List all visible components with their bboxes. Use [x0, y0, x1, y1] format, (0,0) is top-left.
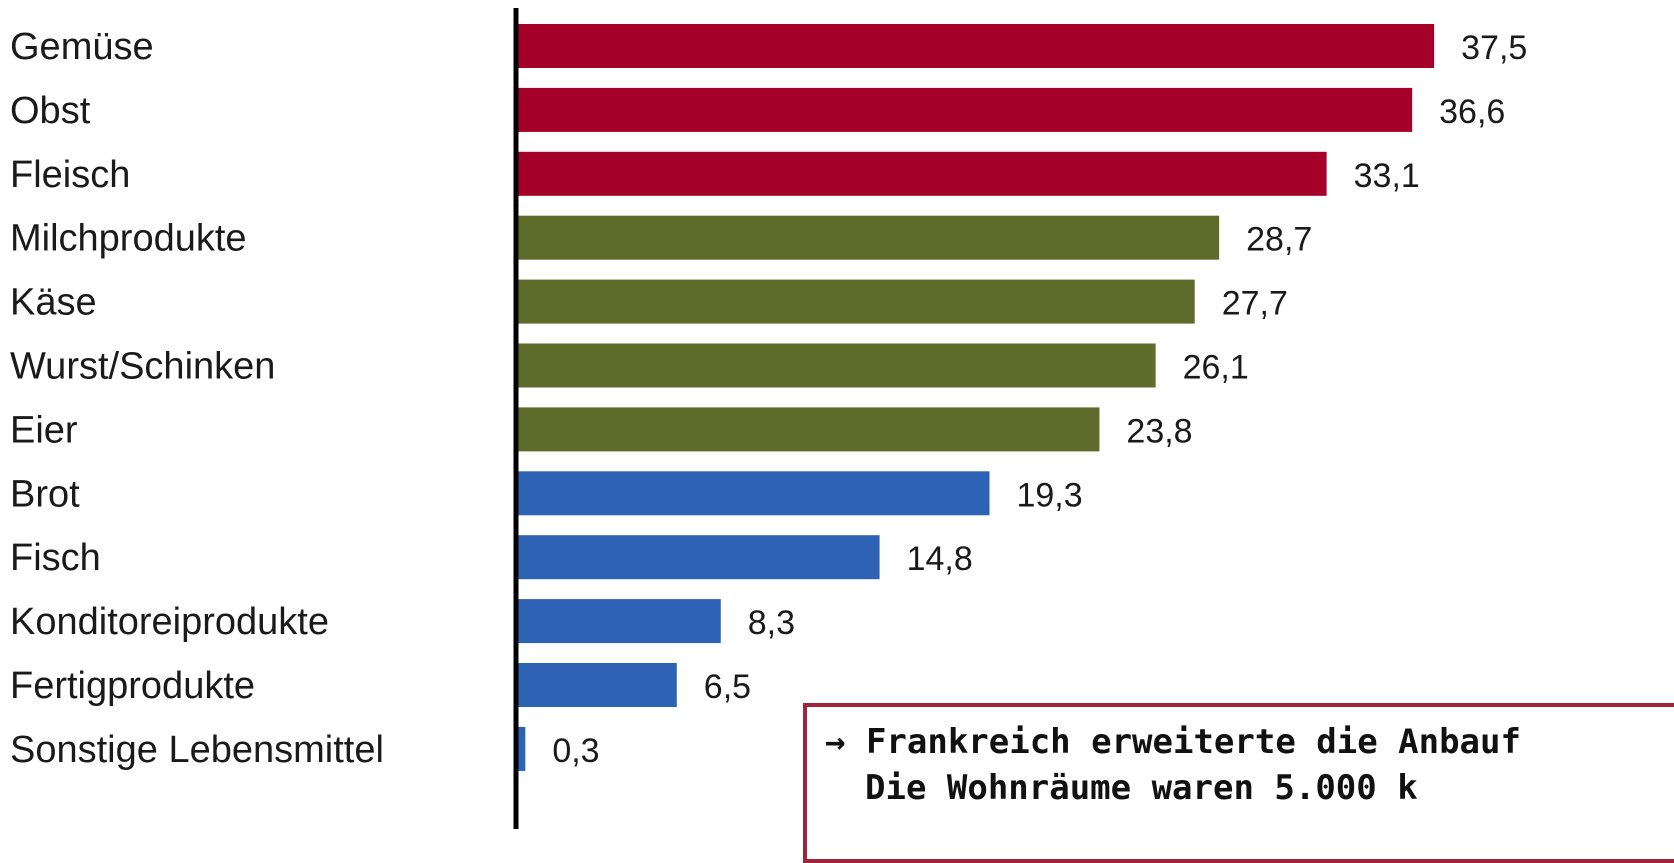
value-label: 14,8 — [907, 540, 973, 578]
value-label: 8,3 — [748, 604, 795, 642]
bar — [518, 279, 1195, 324]
category-label: Konditoreiprodukte — [10, 601, 329, 643]
category-label: Obst — [10, 90, 91, 132]
bar — [518, 24, 1435, 68]
value-label: 6,5 — [704, 668, 751, 706]
category-labels: Gemüse Obst Fleisch Milchprodukte Käse Wurst/… — [10, 26, 384, 771]
bar — [518, 599, 721, 644]
category-label: Milchprodukte — [10, 218, 247, 260]
bar — [518, 215, 1220, 260]
bar — [518, 343, 1156, 388]
value-label: 36,6 — [1439, 93, 1505, 131]
category-label: Käse — [10, 282, 97, 324]
bar — [518, 471, 990, 516]
category-label: Brot — [10, 473, 80, 515]
bar — [518, 535, 880, 580]
value-label: 26,1 — [1183, 349, 1249, 387]
category-label: Eier — [10, 409, 78, 451]
category-label: Gemüse — [10, 26, 154, 68]
value-labels: 37,5 36,6 33,1 28,7 27,7 26,1 23,8 19,3 14,8 8,3 6… — [552, 29, 1527, 770]
category-label: Fertigprodukte — [10, 665, 255, 707]
bar — [518, 407, 1100, 452]
value-label: 19,3 — [1016, 476, 1082, 514]
category-label: Fisch — [10, 537, 101, 579]
bar — [518, 663, 677, 707]
bar — [518, 726, 526, 771]
category-label: Wurst/Schinken — [10, 346, 275, 388]
callout-box: → Frankreich erweiterte die Anbauf Die W… — [803, 703, 1674, 863]
value-label: 28,7 — [1246, 221, 1312, 259]
value-label: 33,1 — [1354, 157, 1420, 195]
category-label: Fleisch — [10, 154, 130, 196]
callout-line-2: Die Wohnräume waren 5.000 k — [865, 768, 1418, 808]
callout-line-1: → Frankreich erweiterte die Anbauf — [825, 722, 1521, 762]
value-label: 27,7 — [1222, 285, 1288, 323]
bars — [518, 24, 1435, 771]
value-label: 0,3 — [552, 732, 599, 770]
value-label: 37,5 — [1461, 29, 1527, 67]
category-label: Sonstige Lebensmittel — [10, 729, 384, 771]
bar-chart: Gemüse Obst Fleisch Milchprodukte Käse Wurst/… — [10, 8, 1527, 829]
bar — [518, 151, 1327, 196]
value-label: 23,8 — [1126, 412, 1192, 450]
bar — [518, 87, 1413, 132]
